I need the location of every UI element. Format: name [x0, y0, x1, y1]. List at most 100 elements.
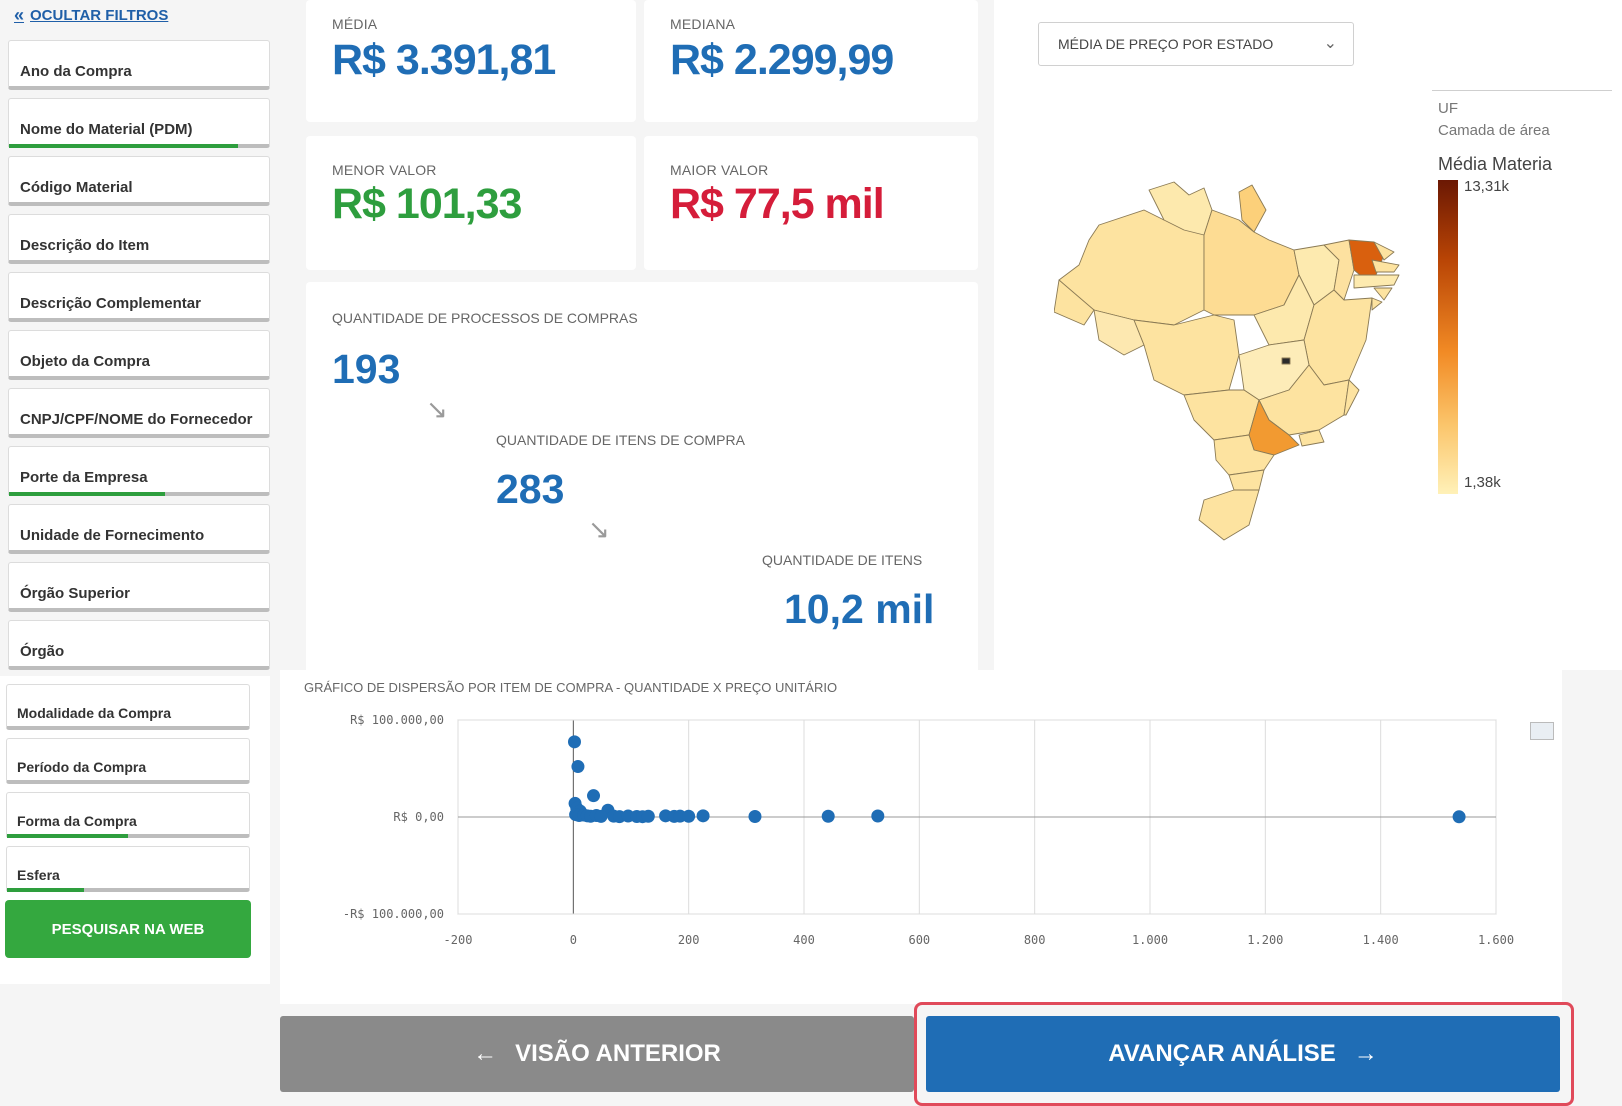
state-al	[1373, 287, 1393, 301]
state-pe	[1353, 274, 1400, 289]
state-ap	[1238, 184, 1267, 233]
filter-label: Período da Compra	[17, 759, 147, 775]
filter-dropdown[interactable]: Unidade de Fornecimento	[8, 504, 270, 554]
map-metric-select[interactable]: MÉDIA DE PREÇO POR ESTADO ⌄	[1038, 22, 1354, 66]
filter-dropdown[interactable]: Esfera	[6, 846, 250, 892]
x-tick-label: 0	[570, 933, 577, 947]
chevron-down-icon: ⌄	[1323, 35, 1337, 52]
funnel-itens-label: QUANTIDADE DE ITENS	[762, 552, 923, 568]
kpi-mediana-label: MEDIANA	[670, 16, 736, 32]
scatter-point	[594, 809, 608, 823]
scatter-point	[1452, 810, 1466, 824]
filter-label: Porte da Empresa	[20, 469, 148, 486]
x-tick-label: 200	[678, 933, 700, 947]
legend-color-scale	[1438, 180, 1458, 494]
previous-view-button[interactable]: ← VISÃO ANTERIOR	[280, 1016, 914, 1092]
kpi-maior-value: R$ 77,5 mil	[670, 180, 885, 228]
filter-label: Unidade de Fornecimento	[20, 527, 205, 544]
filter-dropdown[interactable]: Modalidade da Compra	[6, 684, 250, 730]
filter-label: Objeto da Compra	[20, 353, 151, 370]
filter-dropdown[interactable]: Período da Compra	[6, 738, 250, 784]
state-ac	[1054, 279, 1095, 326]
kpi-card-maior: MAIOR VALOR R$ 77,5 mil	[644, 136, 978, 270]
advance-analysis-button[interactable]: AVANÇAR ANÁLISE →	[926, 1016, 1560, 1092]
filter-label: Órgão	[20, 643, 65, 660]
arrow-down-right-icon: ↘	[426, 394, 448, 424]
filter-dropdown[interactable]: Órgão	[8, 620, 270, 670]
filter-dropdown[interactable]: Órgão Superior	[8, 562, 270, 612]
quantity-funnel-card: QUANTIDADE DE PROCESSOS DE COMPRAS 193 ↘…	[306, 282, 978, 674]
hide-filters-link[interactable]: « OCULTAR FILTROS	[14, 6, 168, 24]
funnel-itens-value: 10,2 mil	[784, 586, 935, 632]
filter-label: Ano da Compra	[20, 63, 132, 80]
state-rj	[1298, 429, 1325, 447]
filter-label: Forma da Compra	[17, 813, 137, 829]
filter-dropdown[interactable]: Descrição Complementar	[8, 272, 270, 322]
x-tick-label: 1.200	[1247, 933, 1283, 947]
previous-view-label: VISÃO ANTERIOR	[515, 1040, 721, 1067]
kpi-media-label: MÉDIA	[332, 16, 378, 32]
x-tick-label: 1.400	[1363, 933, 1399, 947]
filter-label: CNPJ/CPF/NOME do Fornecedor	[20, 411, 253, 428]
state-df	[1281, 357, 1291, 365]
scatter-point	[696, 809, 710, 823]
kpi-media-value: R$ 3.391,81	[332, 36, 556, 84]
filter-progress-bar	[7, 834, 128, 838]
legend-min: 1,38k	[1464, 474, 1501, 491]
funnel-processos-value: 193	[332, 346, 401, 392]
y-tick-label: R$ 100.000,00	[350, 713, 444, 727]
legend-title: Média Materia	[1438, 154, 1553, 174]
filter-dropdown[interactable]: Descrição do Item	[8, 214, 270, 264]
filter-label: Órgão Superior	[20, 585, 131, 602]
filter-label: Código Material	[20, 179, 133, 196]
filter-dropdown[interactable]: Código Material	[8, 156, 270, 206]
arrow-left-icon: ←	[473, 1040, 498, 1067]
map-panel: MÉDIA DE PREÇO POR ESTADO ⌄ UF Camada de…	[994, 0, 1622, 670]
legend-divider	[1432, 90, 1612, 91]
y-tick-label: R$ 0,00	[393, 810, 444, 824]
export-image-icon[interactable]	[1530, 722, 1554, 740]
scatter-point	[641, 809, 655, 823]
filter-progress-bar	[9, 492, 165, 496]
scatter-point	[571, 760, 585, 774]
filter-dropdown[interactable]: Objeto da Compra	[8, 330, 270, 380]
state-se	[1371, 297, 1383, 311]
state-es	[1343, 379, 1360, 416]
scatter-point	[587, 789, 601, 803]
scatter-point	[567, 735, 581, 749]
double-chevron-left-icon: «	[14, 5, 25, 25]
x-tick-label: -200	[444, 933, 473, 947]
filter-label: Modalidade da Compra	[17, 705, 172, 721]
filter-dropdown[interactable]: Forma da Compra	[6, 792, 250, 838]
scatter-point	[748, 810, 762, 824]
legend-layer: Camada de área	[1438, 122, 1550, 139]
state-ro	[1093, 309, 1145, 356]
scatter-chart-card: GRÁFICO DE DISPERSÃO POR ITEM DE COMPRA …	[280, 670, 1562, 1004]
filter-dropdown[interactable]: Nome do Material (PDM)	[8, 98, 270, 148]
filter-label: Esfera	[17, 867, 60, 883]
kpi-card-menor: MENOR VALOR R$ 101,33	[306, 136, 636, 270]
filter-dropdown[interactable]: Ano da Compra	[8, 40, 270, 90]
highlight-outline	[914, 1002, 1574, 1106]
state-rn	[1373, 241, 1395, 261]
search-web-button[interactable]: PESQUISAR NA WEB	[5, 900, 251, 958]
map-select-value: MÉDIA DE PREÇO POR ESTADO	[1058, 36, 1274, 52]
kpi-card-media: MÉDIA R$ 3.391,81	[306, 0, 636, 122]
brazil-choropleth-map[interactable]	[1054, 180, 1414, 550]
scatter-title: GRÁFICO DE DISPERSÃO POR ITEM DE COMPRA …	[304, 680, 838, 695]
x-tick-label: 1.600	[1478, 933, 1514, 947]
filter-dropdown[interactable]: CNPJ/CPF/NOME do Fornecedor	[8, 388, 270, 438]
scatter-point	[682, 809, 696, 823]
filter-progress-bar	[9, 144, 238, 148]
filter-dropdown[interactable]: Porte da Empresa	[8, 446, 270, 496]
x-tick-label: 1.000	[1132, 933, 1168, 947]
legend-max: 13,31k	[1464, 178, 1510, 195]
hide-filters-label: OCULTAR FILTROS	[30, 6, 169, 24]
arrow-right-icon: →	[1353, 1040, 1378, 1067]
kpi-menor-label: MENOR VALOR	[332, 162, 437, 178]
kpi-card-mediana: MEDIANA R$ 2.299,99	[644, 0, 978, 122]
state-pr	[1213, 434, 1275, 476]
x-tick-label: 400	[793, 933, 815, 947]
advance-analysis-label: AVANÇAR ANÁLISE	[1108, 1040, 1336, 1067]
filter-progress-bar	[7, 888, 85, 892]
